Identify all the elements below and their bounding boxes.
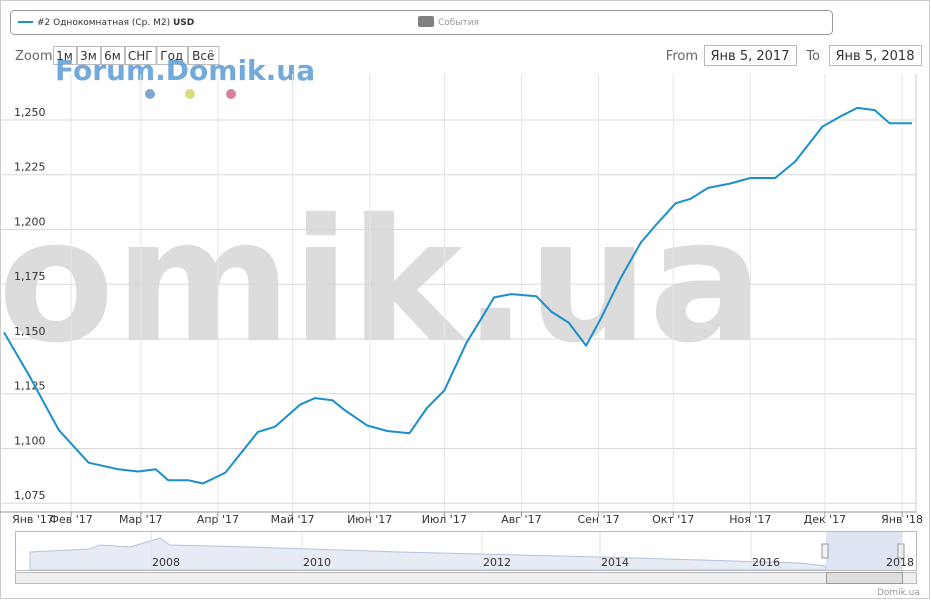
x-tick-label: Янв '18 <box>881 513 923 526</box>
x-tick-label: Мар '17 <box>119 513 163 526</box>
from-value[interactable]: Янв 5, 2017 <box>711 49 790 64</box>
zoom-button-label[interactable]: 3м <box>80 49 97 63</box>
navigator-year: 2016 <box>752 556 780 569</box>
navigator-year: 2010 <box>303 556 331 569</box>
to-value[interactable]: Янв 5, 2018 <box>836 49 915 64</box>
zoom-button[interactable] <box>77 46 101 65</box>
zoom-button-label[interactable]: СНГ <box>128 49 153 63</box>
y-tick-label: 1,100 <box>14 434 46 447</box>
navigator-handle[interactable] <box>897 543 905 559</box>
x-tick-label: Сен '17 <box>577 513 619 526</box>
credits[interactable]: Domik.ua <box>877 588 920 598</box>
zoom-button-label[interactable]: 1м <box>56 49 73 63</box>
y-tick-label: 1,150 <box>14 325 46 338</box>
zoom-button[interactable] <box>125 46 157 65</box>
navigator-handle[interactable] <box>821 543 829 559</box>
y-tick-label: 1,175 <box>14 270 46 283</box>
x-tick-label: Июн '17 <box>347 513 392 526</box>
legend-label[interactable]: #2 Однокомнатная (Ср. М2) USD <box>37 18 194 28</box>
x-tick-label: Дек '17 <box>804 513 847 526</box>
navigator-year: 2014 <box>601 556 629 569</box>
from-label: From <box>666 49 698 64</box>
zoom-label: Zoom <box>15 49 52 64</box>
to-label: To <box>805 49 820 64</box>
to-input[interactable] <box>829 45 922 66</box>
zoom-button[interactable] <box>101 46 125 65</box>
zoom-buttons: 1м 3м 6м СНГ Год Всё <box>53 46 220 65</box>
x-tick-label: Май '17 <box>271 513 315 526</box>
scrollbar-thumb[interactable] <box>826 572 903 584</box>
y-tick-label: 1,200 <box>14 215 46 228</box>
y-tick-label: 1,250 <box>14 106 46 119</box>
zoom-button-label[interactable]: Год <box>160 49 183 63</box>
zoom-button[interactable] <box>188 46 220 65</box>
navigator-year: 2012 <box>483 556 511 569</box>
navigator-year: 2008 <box>152 556 180 569</box>
zoom-button-label[interactable]: Всё <box>192 49 214 63</box>
zoom-button[interactable] <box>156 46 188 65</box>
x-tick-label: Ноя '17 <box>729 513 771 526</box>
navigator-year: 2018 <box>886 556 914 569</box>
scrollbar[interactable] <box>15 572 917 584</box>
series-line <box>3 106 912 485</box>
x-tick-label: Фев '17 <box>50 513 93 526</box>
zoom-button-label[interactable]: 6м <box>104 49 121 63</box>
dot <box>145 89 155 99</box>
zoom-button[interactable] <box>53 46 77 65</box>
legend-swatch <box>418 16 434 27</box>
navigator-mask[interactable] <box>826 532 902 570</box>
navigator-years: 2008 2010 2012 2014 2016 2018 <box>150 532 914 570</box>
x-tick-label: Апр '17 <box>197 513 239 526</box>
forum-watermark: Forum.Domik.ua <box>55 54 315 87</box>
x-tick-label: Июл '17 <box>422 513 467 526</box>
x-tick-label: Авг '17 <box>501 513 541 526</box>
y-tick-label: 1,225 <box>14 161 46 174</box>
from-input[interactable] <box>704 45 797 66</box>
watermark: Domik.ua <box>0 183 763 381</box>
y-tick-label: 1,075 <box>14 489 46 502</box>
plot <box>3 106 912 485</box>
grid: 1,075 1,100 1,125 1,150 1,175 1,200 1,225 1,250… <box>0 74 923 526</box>
dot <box>226 89 236 99</box>
dot <box>185 89 195 99</box>
legend-label[interactable]: События <box>438 18 479 28</box>
x-tick-label: Окт '17 <box>652 513 694 526</box>
y-tick-label: 1,125 <box>14 380 46 393</box>
x-tick-label: Янв '17 <box>12 513 54 526</box>
